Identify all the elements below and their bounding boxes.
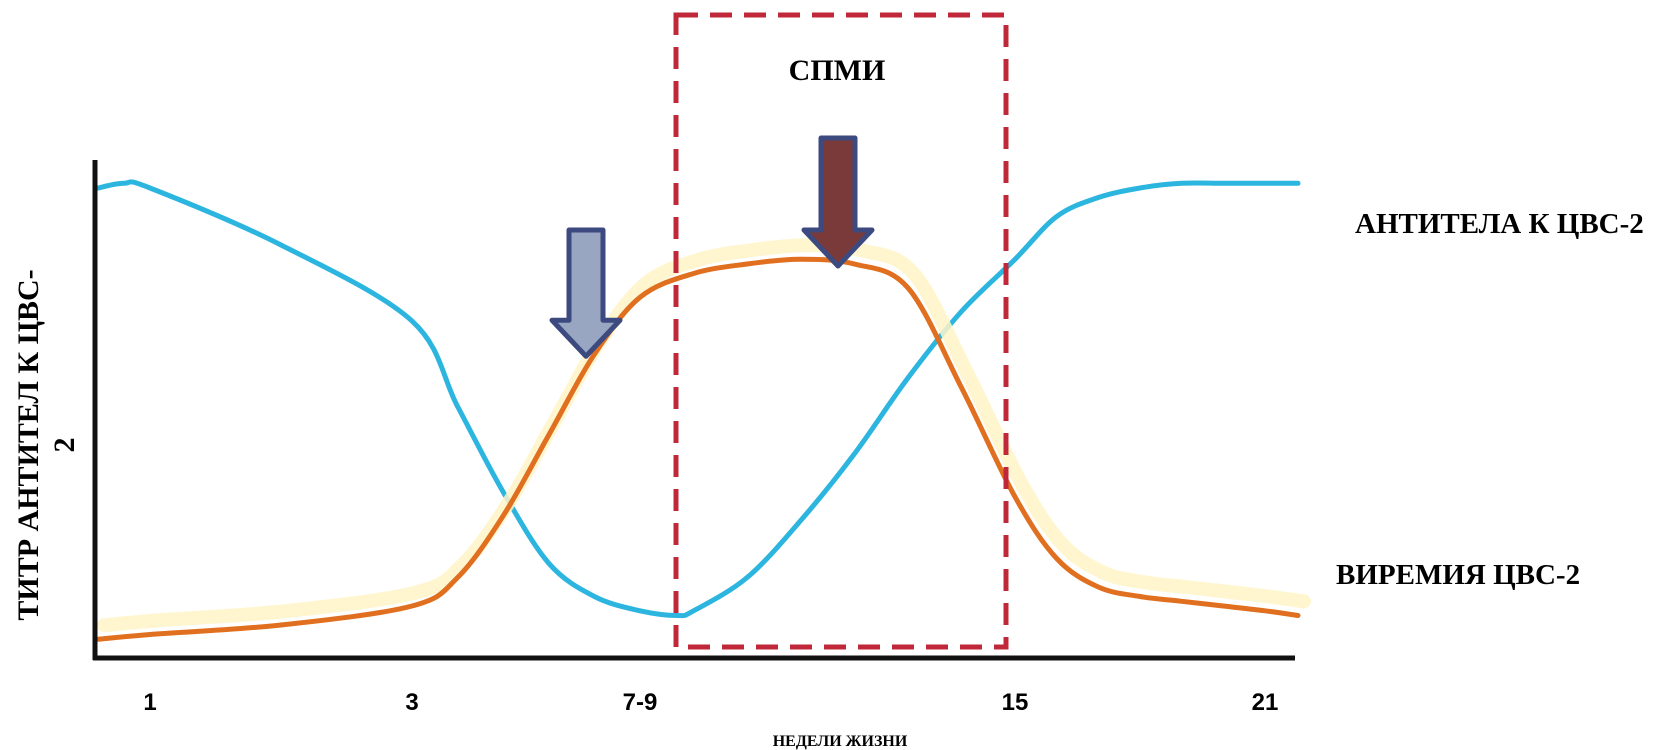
y-axis-label: ТИТР АНТИТЕЛ К ЦВС- 2 [12,269,81,620]
arrow-down-light [549,227,623,359]
spmi-box [673,12,1009,650]
x-tick-label: 3 [405,689,418,716]
antibody-series-label: АНТИТЕЛА К ЦВС-2 [1355,208,1644,240]
arrow-down-dark [801,135,875,269]
antibody-series-line [95,179,1301,619]
annotation-box-layer: СПМИ [673,12,1009,650]
viremia-series-label: ВИРЕМИЯ ЦВС-2 [1336,559,1580,591]
axis-layer [92,160,1295,661]
x-tick-label: 7-9 [623,689,658,716]
y-axis-label-line1: ТИТР АНТИТЕЛ К ЦВС- [12,269,45,620]
x-tick-label: 15 [1002,689,1029,716]
viremia-glow [97,238,1311,633]
x-tick-label: 1 [143,689,156,716]
x-tick-label: 21 [1252,689,1279,716]
x-axis-label: НЕДЕЛИ ЖИЗНИ [773,733,908,750]
label-layer: 1 3 7-9 15 21 НЕДЕЛИ ЖИЗНИ ТИТР АНТИТЕЛ К ЦВС-… [12,208,1644,750]
arrow-layer [549,135,875,359]
y-axis-label-line2: 2 [48,438,81,453]
series-layer [95,179,1311,642]
viremia-series-line [95,256,1301,642]
spmi-label: СПМИ [789,54,886,87]
